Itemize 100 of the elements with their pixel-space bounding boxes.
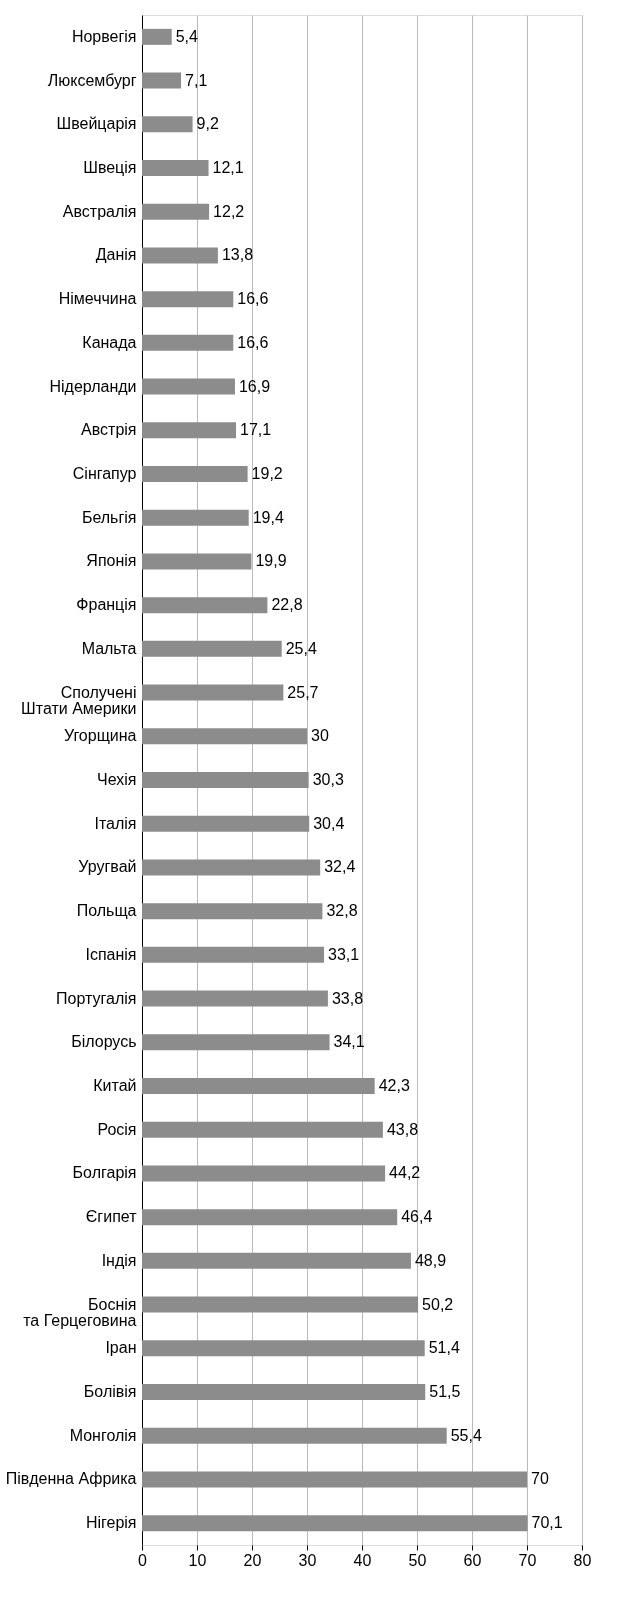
data-label: 43,8 (386, 1120, 419, 1138)
y-tick-label: Швейцарія (56, 115, 137, 133)
bar (142, 1471, 527, 1488)
bar (142, 1340, 425, 1357)
y-tick-label: Єгипет (85, 1208, 138, 1226)
y-tick-label: Канада (82, 333, 137, 351)
data-label: 30,3 (312, 771, 344, 788)
data-label: 30,4 (313, 814, 345, 832)
data-label: 16,9 (238, 377, 271, 395)
y-tick-label: Нігерія (85, 1514, 137, 1532)
y-tick-label: Данія (95, 246, 137, 264)
bar (142, 1034, 330, 1051)
bar (142, 1515, 528, 1532)
bar (142, 990, 328, 1007)
y-tick-label: Угорщина (63, 727, 137, 745)
data-label: 16,6 (237, 290, 269, 308)
data-label: 9,2 (196, 115, 219, 133)
y-tick-label: Австрія (81, 421, 137, 439)
bar (142, 815, 310, 832)
bar (142, 334, 234, 351)
y-tick-label: Люксембург (47, 71, 137, 89)
data-label: 70,1 (531, 1514, 563, 1532)
data-label: 17,1 (240, 421, 272, 439)
y-tick-label: Боснія та Герцеговина (23, 1295, 137, 1329)
bar (142, 509, 249, 526)
data-label: 19,2 (251, 465, 283, 482)
bar (142, 72, 182, 89)
y-tick-label: Франція (76, 596, 137, 614)
data-label: 19,9 (255, 552, 287, 570)
x-tick-label: 80 (573, 1551, 592, 1569)
data-label: 30 (311, 727, 329, 745)
y-tick-label: Іспанія (85, 945, 137, 963)
data-label: 50,2 (422, 1295, 454, 1313)
data-label: 48,9 (414, 1251, 447, 1269)
bar (142, 1252, 411, 1269)
y-tick-label: Китай (93, 1077, 137, 1094)
data-label: 12,1 (212, 159, 244, 176)
bar (142, 1078, 375, 1094)
y-tick-label: Індія (101, 1251, 137, 1269)
y-tick-label: Німеччина (58, 290, 137, 308)
y-tick-label: Уругвай (78, 858, 137, 876)
bar (142, 946, 325, 963)
y-tick-label: Південна Африка (5, 1470, 137, 1488)
bar (142, 1427, 447, 1444)
data-label: 33,1 (328, 945, 360, 963)
y-tick-label: Болівія (83, 1383, 137, 1400)
y-tick-label: Швеція (83, 159, 137, 176)
y-tick-label: Мальта (81, 639, 137, 657)
data-label: 32,8 (326, 902, 358, 920)
data-label: 12,2 (213, 202, 245, 220)
bar (142, 640, 282, 657)
bar (142, 728, 307, 745)
bar (142, 203, 210, 220)
data-label: 70 (531, 1470, 549, 1488)
y-tick-label: Сінгапур (72, 465, 137, 482)
bar (142, 247, 218, 264)
bar (142, 422, 237, 439)
x-tick-label: 70 (518, 1551, 537, 1569)
bar (142, 28, 172, 45)
data-label: 25,7 (287, 683, 319, 701)
data-label: 25,4 (285, 639, 317, 657)
data-label: 42,3 (378, 1077, 410, 1094)
bar (142, 116, 193, 133)
x-tick-label: 10 (188, 1551, 207, 1569)
bar (142, 1165, 386, 1182)
bar (142, 553, 252, 570)
x-tick-label: 60 (463, 1551, 482, 1569)
x-tick-label: 20 (243, 1551, 262, 1569)
data-label: 16,6 (237, 333, 269, 351)
bar (142, 160, 209, 176)
y-tick-label: Італія (94, 814, 137, 832)
bar (142, 684, 284, 701)
data-label: 22,8 (271, 596, 303, 614)
data-label: 34,1 (333, 1033, 365, 1051)
bar (142, 1209, 398, 1226)
y-tick-label: Бельгія (81, 508, 137, 526)
data-label: 7,1 (185, 71, 208, 89)
data-label: 13,8 (221, 246, 254, 264)
x-tick-label: 0 (138, 1551, 148, 1569)
data-label: 19,4 (252, 508, 284, 526)
data-label: 32,4 (324, 858, 356, 876)
y-tick-label: Росія (97, 1120, 137, 1138)
bar (142, 597, 268, 614)
bar (142, 903, 323, 920)
data-label: 51,5 (429, 1383, 461, 1400)
y-tick-label: Болгарія (72, 1164, 137, 1182)
y-tick-label: Польща (76, 902, 137, 920)
bar (142, 1121, 383, 1138)
bar (142, 291, 234, 308)
data-label: 33,8 (331, 989, 364, 1007)
y-tick-label: Чехія (97, 771, 137, 788)
data-label: 46,4 (401, 1208, 433, 1226)
data-label: 51,4 (428, 1339, 460, 1357)
y-tick-label: Іран (105, 1339, 137, 1357)
bar (142, 466, 248, 482)
y-tick-label: Португалія (56, 989, 137, 1007)
bar (142, 1384, 426, 1400)
y-tick-label: Білорусь (71, 1033, 137, 1051)
y-tick-label: Австралія (62, 202, 137, 220)
y-tick-label: Сполучені Штати Америки (21, 683, 137, 717)
